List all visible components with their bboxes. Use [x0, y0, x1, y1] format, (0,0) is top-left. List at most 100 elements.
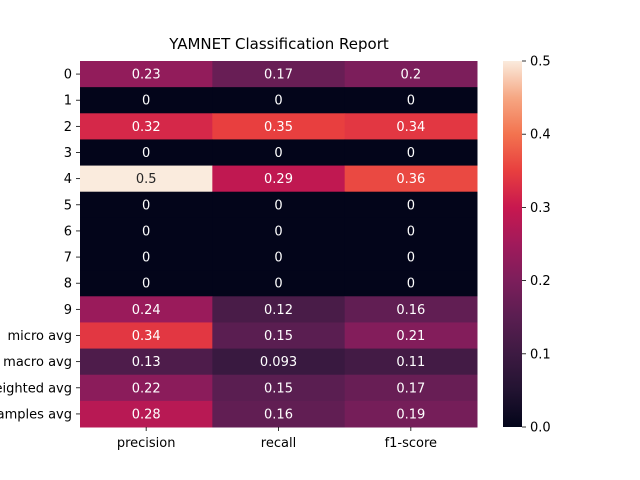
cell-value-label: 0 [142, 94, 150, 109]
row-tick-label: weighted avg [0, 381, 72, 396]
cell-value-label: 0 [274, 277, 282, 292]
cell-value-label: 0 [407, 251, 415, 266]
heatmap-cell [212, 217, 346, 245]
heatmap-cell [344, 139, 478, 167]
cell-value-label: 0 [274, 94, 282, 109]
heatmap-cell [80, 374, 213, 402]
cell-value-label: 0 [274, 198, 282, 213]
cell-value-label: 0.17 [264, 68, 293, 83]
heatmap-cell [80, 348, 213, 376]
cell-value-label: 0.5 [136, 172, 157, 187]
heatmap-cell [80, 296, 213, 323]
heatmap-cell [80, 61, 213, 88]
cell-value-label: 0.16 [396, 303, 425, 318]
column-tick-label: f1-score [385, 436, 437, 451]
heatmap-cell [80, 191, 213, 219]
cell-value-label: 0.29 [264, 172, 293, 187]
heatmap-cell [80, 139, 213, 167]
heatmap-cell [212, 322, 346, 350]
cell-value-label: 0.34 [396, 120, 425, 135]
heatmap-cell [80, 217, 213, 245]
column-tick-labels: precision recall f1-score [117, 427, 437, 451]
heatmap-cell [344, 165, 478, 193]
heatmap-cell [80, 322, 213, 350]
heatmap-cell [212, 244, 346, 271]
heatmap-cell-labels: 0.23 0.17 0.2 0 0 0 0.32 0.35 0.34 0 0 0 0.5 0.29 0.36… [132, 68, 426, 423]
heatmap-cell [344, 296, 478, 323]
cell-value-label: 0.12 [264, 303, 293, 318]
cell-value-label: 0.11 [396, 355, 425, 370]
cell-value-label: 0 [274, 146, 282, 161]
cell-value-label: 0.15 [264, 329, 293, 344]
colorbar-tick-label: 0.3 [530, 201, 551, 216]
heatmap-cell [344, 322, 478, 350]
cell-value-label: 0.32 [132, 120, 161, 135]
colorbar-gradient [503, 61, 522, 427]
cell-value-label: 0.23 [132, 68, 161, 83]
heatmap-cell [212, 296, 346, 323]
heatmap-cell [212, 139, 346, 167]
row-tick-label: 3 [64, 146, 72, 161]
heatmap-cell [212, 87, 346, 114]
cell-value-label: 0.15 [264, 381, 293, 396]
row-tick-labels: 0 1 2 3 4 5 6 7 8 9 micro avg macro avg weighted avg… [0, 68, 80, 422]
cell-value-label: 0.093 [260, 355, 297, 370]
heatmap-cell [80, 270, 213, 297]
column-tick-label: precision [117, 436, 176, 451]
heatmap-cell [344, 244, 478, 271]
heatmap-cell [212, 113, 346, 140]
cell-value-label: 0 [407, 198, 415, 213]
row-tick-label: micro avg [8, 329, 72, 344]
cell-value-label: 0 [142, 277, 150, 292]
cell-value-label: 0 [142, 198, 150, 213]
heatmap-cell [80, 244, 213, 271]
row-tick-label: 1 [64, 94, 72, 109]
cell-value-label: 0.28 [132, 407, 161, 422]
row-tick-label: 0 [64, 68, 72, 83]
heatmap-cell [80, 400, 213, 428]
row-tick-label: 6 [64, 224, 72, 239]
cell-value-label: 0.34 [132, 329, 161, 344]
heatmap-cell [344, 217, 478, 245]
cell-value-label: 0 [142, 251, 150, 266]
row-tick-label: 4 [64, 172, 72, 187]
heatmap-cell [212, 374, 346, 402]
cell-value-label: 0.16 [264, 407, 293, 422]
heatmap-cell [344, 113, 478, 140]
heatmap-cell [212, 400, 346, 428]
colorbar: 0.0 0.1 0.2 0.3 0.4 0.5 [503, 55, 551, 436]
colorbar-tick-label: 0.1 [530, 347, 551, 362]
cell-value-label: 0 [407, 146, 415, 161]
cell-value-label: 0 [407, 224, 415, 239]
row-tick-label: 2 [64, 120, 72, 135]
heatmap-cell [344, 400, 478, 428]
row-tick-label: macro avg [3, 355, 72, 370]
heatmap-cell [344, 374, 478, 402]
colorbar-tick-label: 0.5 [530, 55, 551, 70]
heatmap-cell [344, 270, 478, 297]
cell-value-label: 0 [407, 277, 415, 292]
heatmap-cell [344, 61, 478, 88]
heatmap-cell [212, 61, 346, 88]
row-tick-label: samples avg [0, 407, 72, 422]
row-tick-label: 5 [64, 198, 72, 213]
heatmap-cells [80, 61, 478, 428]
heatmap-cell [344, 191, 478, 219]
cell-value-label: 0.36 [396, 172, 425, 187]
cell-value-label: 0.21 [396, 329, 425, 344]
row-tick-label: 8 [64, 277, 72, 292]
heatmap-cell [344, 348, 478, 376]
heatmap-cell [212, 191, 346, 219]
heatmap-cell [344, 87, 478, 114]
heatmap-cell [212, 270, 346, 297]
cell-value-label: 0.35 [264, 120, 293, 135]
cell-value-label: 0.24 [132, 303, 161, 318]
colorbar-tick-label: 0.0 [530, 421, 551, 436]
heatmap-cell [80, 87, 213, 114]
cell-value-label: 0 [274, 251, 282, 266]
column-tick-label: recall [261, 436, 296, 451]
heatmap-cell [212, 165, 346, 193]
colorbar-ticks: 0.0 0.1 0.2 0.3 0.4 0.5 [522, 55, 551, 436]
cell-value-label: 0 [142, 224, 150, 239]
